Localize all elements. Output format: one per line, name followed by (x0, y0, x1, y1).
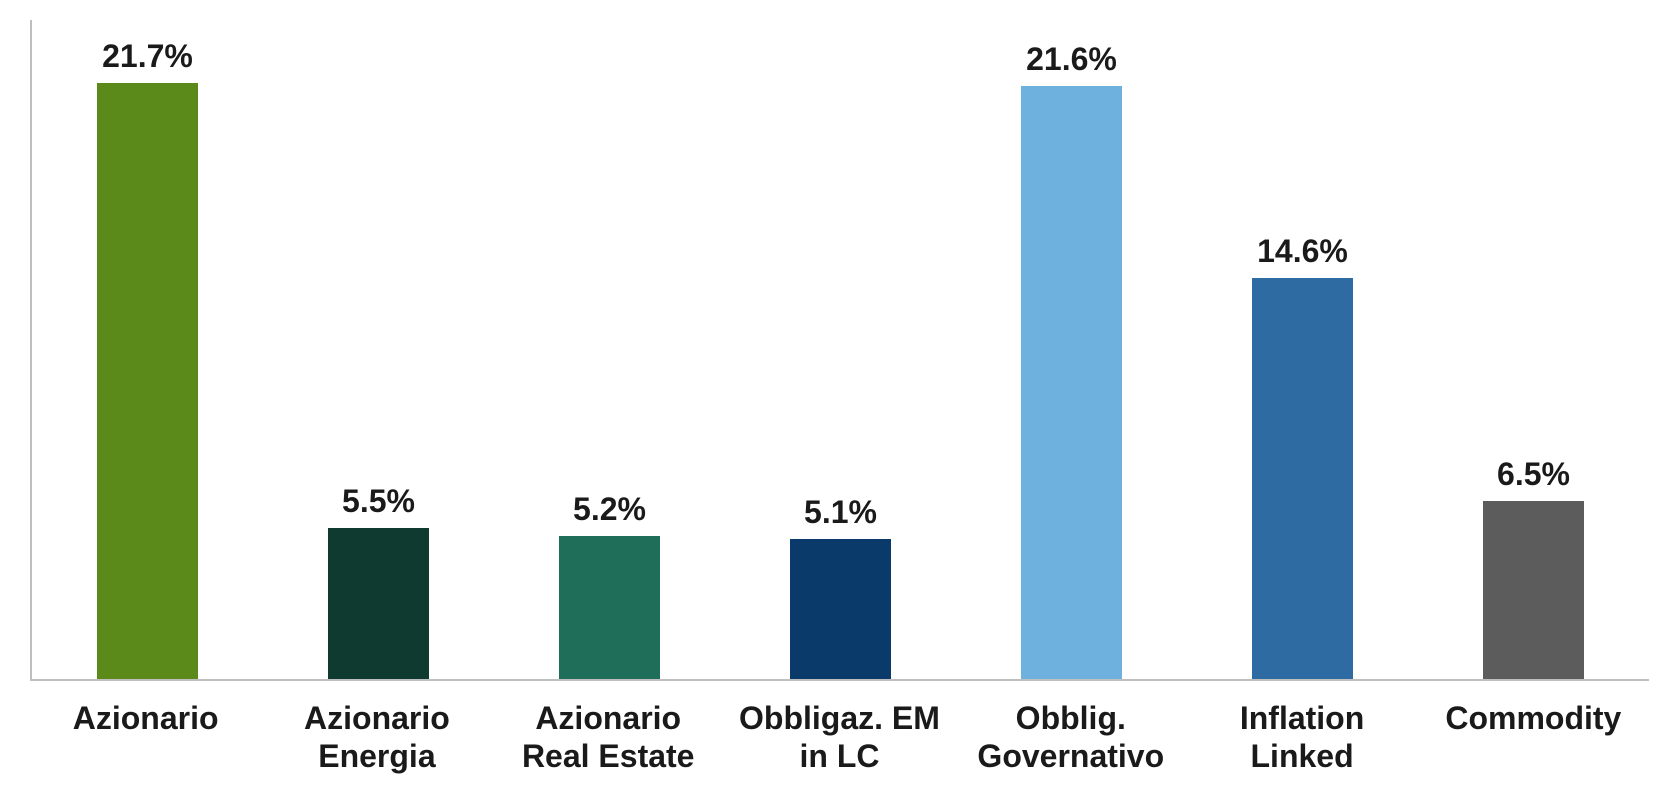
bar-value-label: 5.5% (342, 483, 415, 520)
bar-value-label: 21.7% (102, 38, 193, 75)
bar-value-label: 14.6% (1257, 233, 1348, 270)
bar: 21.7% (97, 83, 199, 679)
category-labels-row: AzionarioAzionario EnergiaAzionario Real… (30, 691, 1649, 791)
category-label: Azionario Energia (261, 699, 492, 776)
bar-value-label: 21.6% (1026, 41, 1117, 78)
bar-slot: 5.5% (263, 20, 494, 679)
bar-slot: 21.6% (956, 20, 1187, 679)
bar-value-label: 5.2% (573, 491, 646, 528)
bar: 14.6% (1252, 278, 1354, 679)
bar-slot: 6.5% (1418, 20, 1649, 679)
bar: 5.2% (559, 536, 661, 679)
bar: 5.1% (790, 539, 892, 679)
bar-value-label: 6.5% (1497, 456, 1570, 493)
bar-slot: 5.1% (725, 20, 956, 679)
bar-slot: 21.7% (32, 20, 263, 679)
allocation-bar-chart: 21.7% 5.5% 5.2% 5.1% 21.6% 14.6% 6.5% Azionari… (0, 0, 1679, 791)
bar-slot: 5.2% (494, 20, 725, 679)
category-label: Inflation Linked (1186, 699, 1417, 776)
bar: 5.5% (328, 528, 430, 679)
category-label: Azionario (30, 699, 261, 737)
category-label: Obblig. Governativo (955, 699, 1186, 776)
category-label: Obbligaz. EM in LC (724, 699, 955, 776)
bar-slot: 14.6% (1187, 20, 1418, 679)
bar: 21.6% (1021, 86, 1123, 679)
category-label: Azionario Real Estate (493, 699, 724, 776)
category-label: Commodity (1418, 699, 1649, 737)
bar: 6.5% (1483, 501, 1585, 679)
plot-area: 21.7% 5.5% 5.2% 5.1% 21.6% 14.6% 6.5% (30, 20, 1649, 681)
bar-value-label: 5.1% (804, 494, 877, 531)
